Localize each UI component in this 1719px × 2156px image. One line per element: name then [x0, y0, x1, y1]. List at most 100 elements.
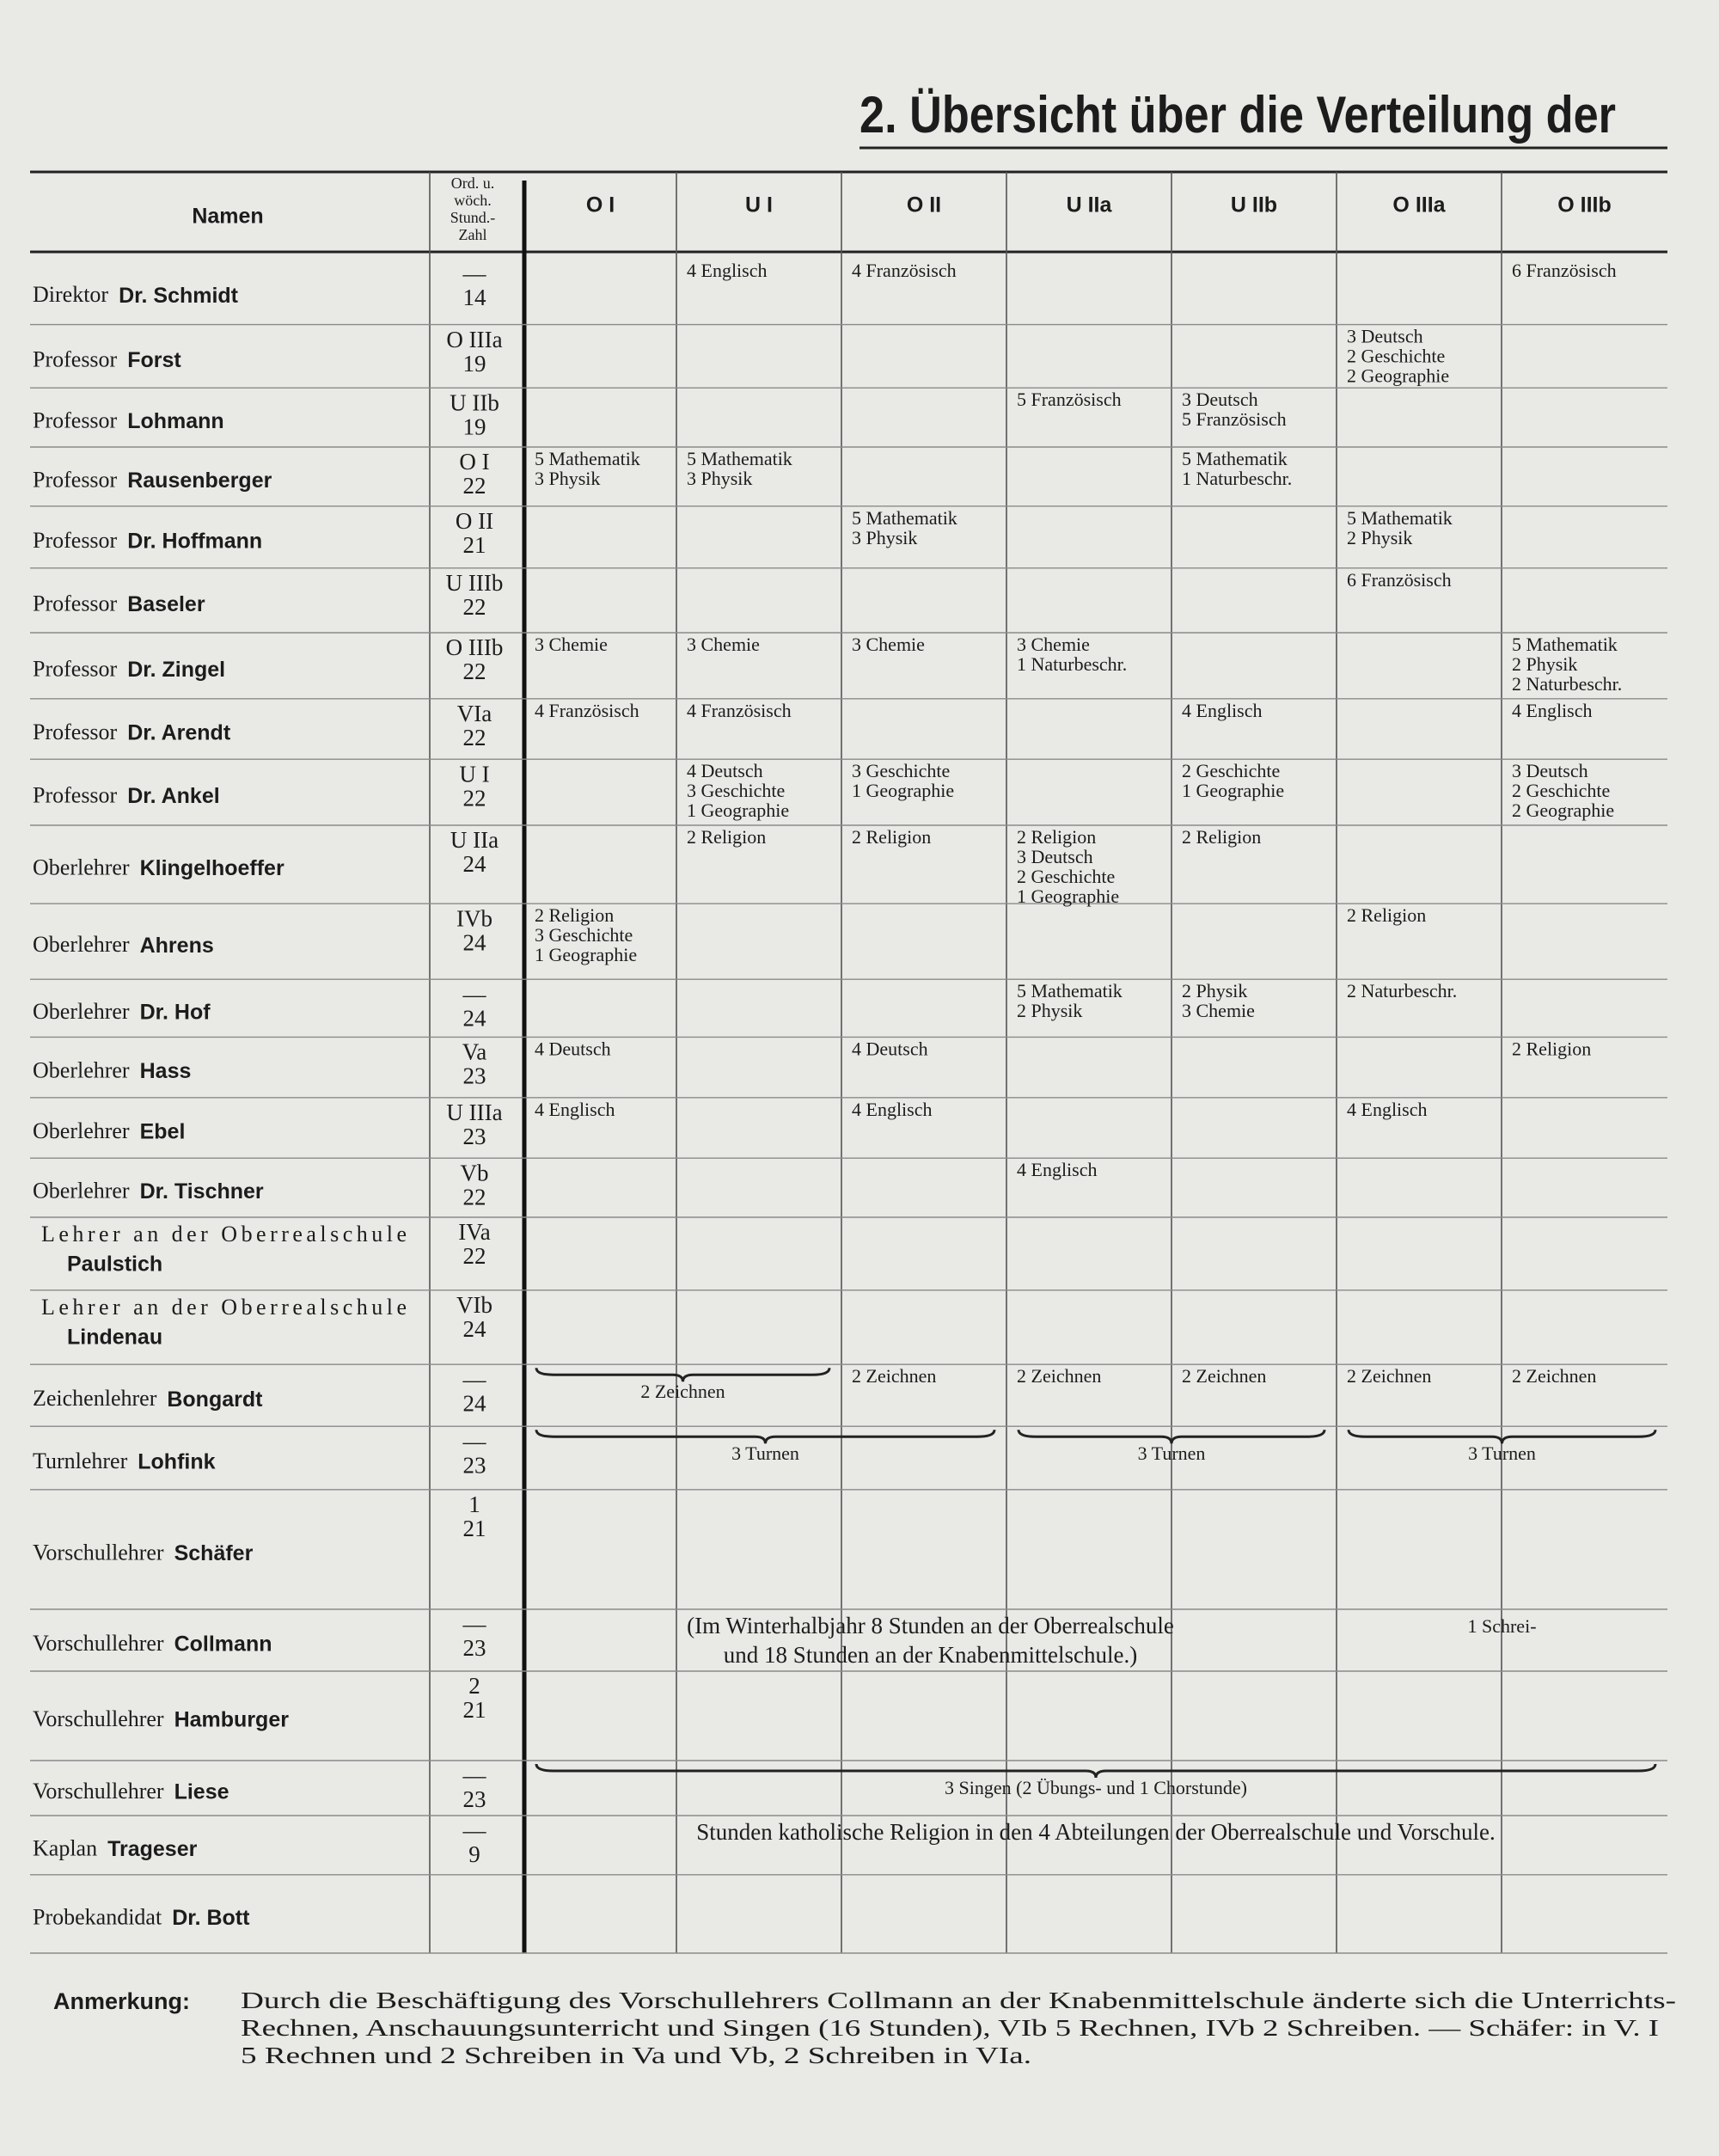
span-lesson: 3 Turnen — [1468, 1442, 1536, 1464]
weekly-hours: 24 — [463, 851, 487, 877]
header-class: U IIb — [1231, 193, 1277, 217]
teacher-name: Lindenau — [67, 1325, 162, 1349]
weekly-hours: 19 — [463, 351, 486, 377]
role: Zeichenlehrer — [33, 1386, 157, 1411]
lesson: 3 Physik — [852, 527, 917, 548]
teacher-name: Hamburger — [174, 1708, 290, 1732]
ord-class: Vb — [461, 1160, 489, 1185]
ord-class: VIb — [456, 1292, 492, 1318]
role: Professor — [33, 783, 118, 808]
lesson: 3 Physik — [535, 468, 600, 489]
teacher-name: Ahrens — [140, 934, 214, 958]
lesson: 1 Geographie — [687, 799, 789, 821]
lesson: 2 Geschichte — [1182, 760, 1280, 781]
header-hours: Stund.- — [450, 209, 496, 226]
ord-class: — — [462, 1762, 487, 1788]
lesson: 2 Zeichnen — [1017, 1365, 1101, 1387]
role: Oberlehrer — [33, 855, 130, 880]
weekly-hours: 22 — [463, 725, 486, 750]
teacher-name: Dr. Bott — [172, 1906, 250, 1930]
lesson: 3 Chemie — [852, 634, 925, 655]
weekly-hours: 24 — [463, 1005, 487, 1031]
lesson: 4 Englisch — [1182, 700, 1263, 721]
weekly-hours: 19 — [463, 413, 486, 439]
role: Kaplan — [33, 1835, 97, 1860]
ord-class: — — [462, 1611, 487, 1637]
teacher-name: Forst — [127, 348, 181, 372]
lesson: 5 Mathematik — [535, 448, 640, 469]
lesson: 1 Geographie — [535, 944, 637, 965]
role: Professor — [33, 528, 118, 553]
lesson: 2 Geographie — [1347, 365, 1449, 387]
weekly-hours: 23 — [463, 1063, 486, 1089]
lesson: 2 Zeichnen — [1182, 1365, 1266, 1387]
lesson: 1 Geographie — [852, 780, 954, 801]
header-class: U I — [745, 193, 773, 217]
weekly-hours: 21 — [463, 532, 486, 558]
lesson: 6 Französisch — [1512, 260, 1617, 281]
ord-class: 2 — [468, 1673, 480, 1699]
ord-class: VIa — [457, 701, 492, 726]
ord-class: — — [462, 981, 487, 1007]
role: Turnlehrer — [33, 1449, 128, 1473]
span-lesson: 3 Turnen — [731, 1442, 799, 1464]
lesson: 3 Chemie — [687, 634, 760, 655]
lesson: 2 Geographie — [1512, 799, 1614, 821]
role: Professor — [33, 720, 118, 744]
lesson: 5 Mathematik — [687, 448, 792, 469]
lesson: 3 Chemie — [1017, 634, 1090, 655]
role: Oberlehrer — [33, 999, 130, 1024]
lesson: 5 Mathematik — [852, 507, 957, 529]
lesson: 2 Religion — [1182, 826, 1261, 848]
lesson: 1 Geographie — [1017, 885, 1119, 907]
lesson: 2 Physik — [1017, 1000, 1082, 1021]
span-lesson: und 18 Stunden an der Knabenmittelschule… — [724, 1642, 1137, 1668]
lesson: 2 Geschichte — [1017, 866, 1115, 887]
lesson: 4 Deutsch — [687, 760, 763, 781]
teacher-name: Hass — [140, 1059, 192, 1083]
weekly-hours: 22 — [463, 594, 486, 620]
ord-class: O IIIb — [446, 634, 504, 660]
lesson: 2 Naturbeschr. — [1512, 673, 1622, 695]
lesson: 4 Deutsch — [535, 1038, 611, 1059]
lesson: 3 Geschichte — [535, 924, 633, 946]
lesson: 3 Geschichte — [852, 760, 950, 781]
lesson: 4 Deutsch — [852, 1038, 928, 1059]
weekly-hours: 23 — [463, 1452, 486, 1478]
role: Vorschullehrer — [33, 1706, 164, 1731]
role: Professor — [33, 591, 118, 616]
role: Professor — [33, 346, 118, 371]
lesson: 2 Religion — [1347, 904, 1426, 926]
ord-class: U I — [459, 761, 489, 787]
role: Vorschullehrer — [33, 1540, 164, 1565]
ord-class: — — [462, 260, 487, 286]
role: Vorschullehrer — [33, 1779, 164, 1804]
lesson: 1 Naturbeschr. — [1017, 653, 1127, 675]
lesson: 1 Naturbeschr. — [1182, 468, 1292, 489]
span-lesson: Stunden katholische Religion in den 4 Ab… — [696, 1819, 1496, 1845]
header-hours: Zahl — [459, 226, 487, 243]
title: 2. Übersicht über die Verteilung der — [860, 86, 1616, 144]
brace — [1017, 1429, 1326, 1444]
lesson: 2 Geschichte — [1347, 346, 1445, 367]
teacher-name: Lohfink — [138, 1450, 215, 1474]
header-hours: Ord. u. — [451, 175, 495, 192]
lesson: 2 Religion — [852, 826, 931, 848]
weekly-hours: 23 — [463, 1124, 486, 1149]
note-line: Rechnen, Anschauungsunterricht und Singe… — [241, 2015, 1659, 2041]
teacher-name: Liese — [174, 1780, 229, 1804]
weekly-hours: 9 — [468, 1841, 480, 1867]
weekly-hours: 24 — [463, 1316, 487, 1342]
ord-class: U IIIb — [446, 570, 504, 596]
brace — [535, 1763, 1657, 1779]
weekly-hours: 22 — [463, 785, 486, 811]
lesson: 4 Englisch — [1017, 1159, 1098, 1180]
note-line: Durch die Beschäftigung des Vorschullehr… — [241, 1988, 1676, 2013]
lesson: 3 Chemie — [1182, 1000, 1255, 1021]
ord-class: IVa — [458, 1219, 490, 1245]
span-lesson: 2 Zeichnen — [640, 1381, 725, 1402]
weekly-hours: 22 — [463, 473, 486, 499]
lesson: 2 Religion — [1017, 826, 1096, 848]
ord-class: — — [462, 1428, 487, 1454]
